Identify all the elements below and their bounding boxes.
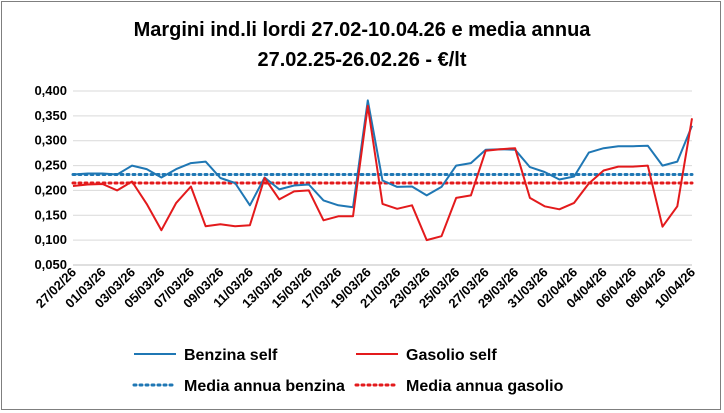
gridlines xyxy=(73,90,692,266)
legend: Benzina self Gasolio self Media annua benz… xyxy=(132,347,564,395)
series-line-benzina-self xyxy=(72,99,693,209)
y-tick-label: 0,200 xyxy=(34,182,67,197)
y-tick-label: 0,300 xyxy=(34,133,67,148)
series-lines xyxy=(71,99,694,242)
y-tick-label: 0,100 xyxy=(34,232,67,247)
chart-title: Margini ind.li lordi 27.02-10.04.26 e me… xyxy=(134,19,592,41)
y-tick-label: 0,250 xyxy=(34,158,67,173)
chart-subtitle: 27.02.25-26.02.26 - €/lt xyxy=(257,49,466,71)
legend-label: Media annua gasolio xyxy=(406,378,564,395)
y-tick-label: 0,050 xyxy=(34,257,67,272)
y-tick-label: 0,150 xyxy=(34,207,67,222)
y-tick-label: 0,350 xyxy=(34,108,67,123)
legend-label: Benzina self xyxy=(184,347,278,364)
y-axis-ticks: 0,050 0,100 0,150 0,200 0,250 0,300 0,350 0,400 xyxy=(34,83,67,272)
legend-label: Media annua benzina xyxy=(184,378,345,395)
legend-label: Gasolio self xyxy=(406,347,497,364)
x-axis-ticks: 27/02/2601/03/2603/03/2605/03/2607/03/26… xyxy=(33,265,698,311)
y-tick-label: 0,400 xyxy=(34,83,67,98)
series-line-gasolio-self xyxy=(72,104,693,242)
